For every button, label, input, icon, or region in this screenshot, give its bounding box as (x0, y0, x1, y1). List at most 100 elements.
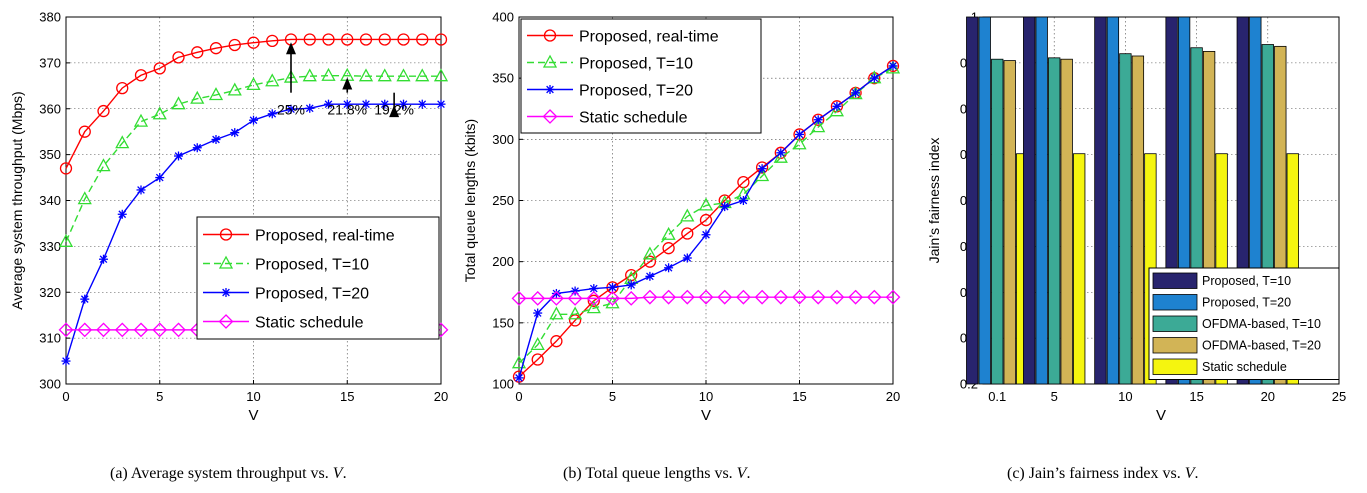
y-tick-label: 300 (492, 132, 514, 147)
caption-a-end: . (342, 465, 347, 482)
data-point (434, 33, 448, 46)
data-point (792, 136, 807, 150)
bar (1035, 16, 1048, 385)
data-point (531, 353, 544, 366)
legend-label: Static schedule (1202, 360, 1287, 374)
data-point (642, 289, 658, 305)
data-point (717, 289, 733, 305)
x-tick-label: 5 (609, 389, 616, 404)
data-point (227, 82, 242, 96)
data-point (701, 230, 711, 240)
series-proposed-real-time (59, 33, 448, 175)
data-point (829, 289, 845, 305)
legend-box (520, 18, 762, 134)
data-point (813, 115, 823, 125)
data-point (793, 128, 806, 141)
caption-a-text: Average system throughput vs. (130, 465, 329, 482)
bar (1073, 153, 1086, 385)
data-point (680, 208, 695, 222)
y-tick-label: 310 (39, 331, 61, 346)
data-point (358, 68, 374, 82)
data-point (533, 308, 543, 318)
data-point (549, 306, 564, 320)
x-tick-label: 5 (156, 389, 163, 404)
data-point (378, 33, 391, 46)
x-tick-label: 10 (246, 389, 260, 404)
y-tick-label: 200 (492, 254, 514, 269)
data-point (589, 284, 599, 294)
y-tick-label: 380 (39, 10, 61, 25)
legend-label: Proposed, T=20 (579, 83, 693, 100)
data-point (662, 242, 675, 255)
bar (1023, 16, 1036, 385)
x-tick-label: 20 (1261, 389, 1275, 404)
data-point (698, 289, 714, 305)
x-tick-label: 25 (1332, 389, 1346, 404)
data-point (550, 335, 563, 348)
data-point (664, 263, 674, 273)
bar (1106, 16, 1120, 385)
data-point (99, 254, 108, 264)
bar (1165, 16, 1178, 385)
bar (1048, 57, 1061, 385)
caption-b-var: V (736, 465, 747, 482)
caption-c: (c) Jain’s fairness index vs. V. (1007, 465, 1199, 483)
data-point (152, 322, 168, 338)
legend-label: Static schedule (255, 315, 364, 332)
annotation-label: 25% (277, 102, 305, 118)
data-point (586, 290, 602, 306)
y-tick-label: 150 (492, 315, 514, 330)
data-point (152, 106, 167, 120)
y-tick-label: 340 (39, 193, 61, 208)
data-point (58, 322, 74, 338)
x-tick-label: 15 (792, 389, 806, 404)
data-point (136, 185, 146, 195)
data-point (810, 289, 826, 305)
series-proposed-t-20 (61, 99, 446, 366)
annotation: 25% (277, 42, 305, 118)
legend-label: Proposed, T=10 (1202, 274, 1291, 288)
y-tick-label: 300 (39, 377, 61, 392)
annotation-arrowhead (342, 77, 353, 90)
y-tick-label: 400 (492, 10, 514, 25)
data-point (208, 87, 224, 101)
data-point (117, 209, 127, 219)
y-axis-label: Total queue lengths (kbits) (462, 119, 478, 282)
data-point (869, 73, 879, 83)
annotation: 21.8% (327, 77, 367, 118)
data-point (134, 69, 148, 82)
data-point (642, 246, 657, 260)
bar (1060, 58, 1073, 385)
data-point (96, 158, 111, 172)
legend-swatch (1152, 272, 1198, 289)
data-point (153, 62, 166, 75)
data-point (305, 103, 315, 113)
data-point (359, 33, 373, 46)
data-point (681, 227, 694, 240)
data-point (133, 322, 149, 338)
data-point (757, 164, 767, 174)
data-point (661, 289, 677, 305)
data-point (417, 99, 427, 109)
data-point (266, 34, 279, 48)
legend-label: Proposed, T=10 (255, 257, 369, 274)
data-point (96, 322, 111, 338)
data-point (551, 288, 561, 298)
data-point (303, 33, 316, 46)
data-point (80, 294, 90, 304)
data-point (218, 255, 234, 269)
y-tick-label: 350 (492, 71, 514, 86)
x-tick-label: 0 (515, 389, 522, 404)
data-point (829, 103, 844, 117)
data-point (58, 233, 74, 247)
data-point (361, 99, 371, 109)
data-point (530, 290, 546, 306)
data-point (247, 36, 260, 49)
legend-label: Proposed, real-time (579, 29, 719, 46)
data-point (192, 143, 202, 153)
legend-swatch (1152, 294, 1198, 311)
bar (1249, 16, 1262, 385)
data-point (586, 300, 601, 314)
annotation-label: 21.8% (327, 102, 367, 118)
data-point (851, 88, 861, 98)
